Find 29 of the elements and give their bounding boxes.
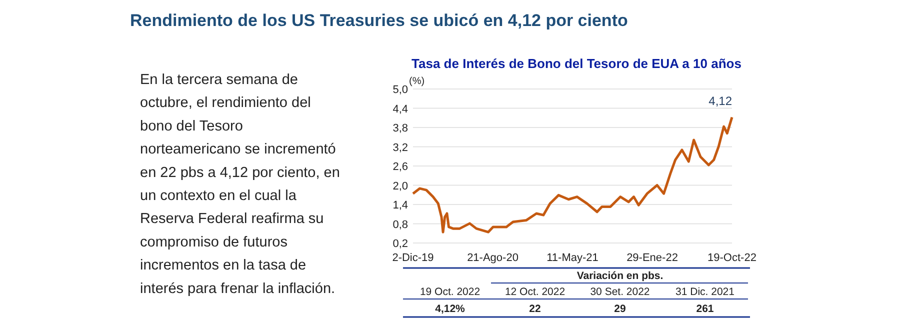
x-tick-label: 21-Ago-20 bbox=[467, 252, 518, 264]
x-tick-label: 11-May-21 bbox=[546, 252, 598, 264]
text: Variación en pbs. bbox=[576, 270, 664, 282]
y-tick-label: 3,8 bbox=[392, 122, 408, 134]
text: 22 bbox=[529, 303, 541, 315]
chart-subtitle: Tasa de Interés de Bono del Tesoro de EUA a 10 años bbox=[412, 56, 742, 71]
y-tick-label: 3,2 bbox=[392, 142, 408, 154]
y-tick-label: 2,6 bbox=[392, 161, 408, 173]
text: 31 Dic. 2021 bbox=[676, 286, 735, 298]
y-axis-title: (%) bbox=[409, 76, 425, 87]
y-tick-label: 1,4 bbox=[392, 200, 408, 212]
text: 261 bbox=[696, 303, 714, 315]
x-tick-label: 19-Oct-22 bbox=[708, 252, 756, 264]
line-series bbox=[412, 116, 734, 234]
chart-title: Rendimiento de los US Treasuries se ubicó en 4,12 por ciento bbox=[130, 11, 628, 30]
text: En la tercera semana de octubre, el rendimiento del bono del Tesoro norteamericano se incrementó en 22 pbs a 4,12 por ciento, en un contexto en el cual la Reserva Federal reafirma su compromiso de futuros incrementos en la tasa de interés para frenar la inflación. bbox=[140, 72, 340, 297]
annotation: 4,12 bbox=[708, 94, 732, 108]
text: 30 Set. 2022 bbox=[590, 286, 650, 298]
text: 12 Oct. 2022 bbox=[504, 286, 566, 298]
text: 29 bbox=[614, 303, 626, 315]
y-tick-label: 4,4 bbox=[392, 103, 408, 116]
y-tick-label: 5,0 bbox=[392, 84, 408, 96]
x-tick-label: 2-Dic-19 bbox=[392, 252, 434, 264]
y-tick-label: 0,2 bbox=[392, 238, 408, 250]
text: 19 Oct. 2022 bbox=[420, 286, 480, 298]
y-tick-label: 2,0 bbox=[392, 180, 408, 192]
x-tick-label: 29-Ene-22 bbox=[626, 252, 678, 264]
text: 4,12% bbox=[435, 303, 466, 315]
y-tick-label: 0,8 bbox=[392, 218, 408, 231]
